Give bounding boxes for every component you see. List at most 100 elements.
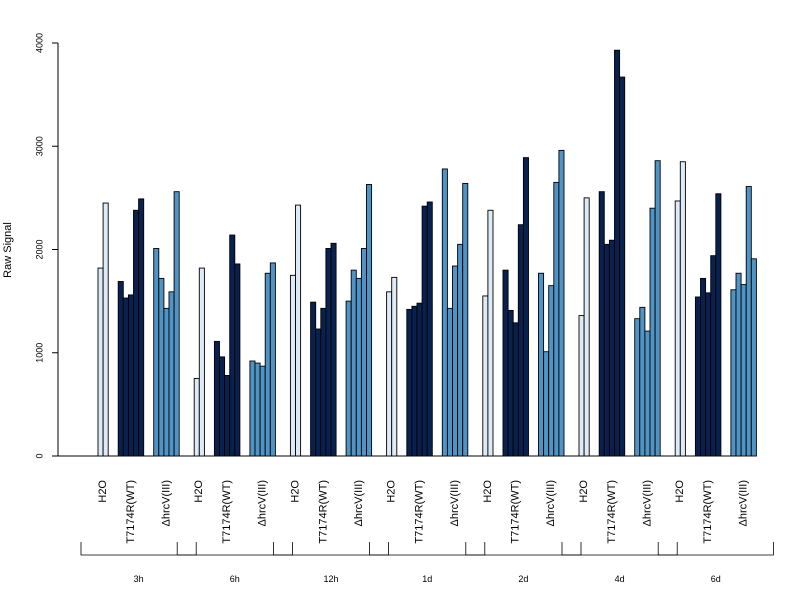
bar: [168, 291, 175, 457]
bar: [315, 328, 322, 457]
bar: [173, 191, 180, 457]
bar: [416, 302, 423, 457]
category-label: T7174R(WT): [606, 480, 618, 544]
bar: [522, 157, 529, 457]
bar: [710, 255, 717, 457]
timepoint-bracket: [465, 542, 582, 556]
y-ticks: 0 1000 2000 3000 4000: [34, 33, 58, 459]
bar: [138, 198, 145, 457]
bar: [127, 294, 134, 457]
category-label: T7174R(WT): [125, 480, 137, 544]
bar: [421, 205, 428, 457]
timepoint-label: 6d: [711, 574, 721, 584]
bar: [391, 276, 398, 457]
timepoint-bracket: [176, 542, 293, 556]
bar: [345, 300, 352, 457]
category-label: T7174R(WT): [702, 480, 714, 544]
bar: [538, 272, 545, 457]
y-tick-label: 4000: [34, 33, 44, 53]
bar: [102, 202, 109, 457]
bar: [507, 309, 514, 457]
bar: [745, 186, 752, 457]
bar: [426, 201, 433, 457]
bar: [705, 292, 712, 457]
y-tick-label: 1000: [34, 343, 44, 363]
bar: [310, 301, 317, 457]
category-label: T7174R(WT): [510, 480, 522, 544]
bar: [446, 307, 453, 457]
bar: [700, 277, 707, 457]
category-label: H2O: [578, 480, 590, 503]
bar: [153, 248, 160, 457]
bar: [598, 191, 605, 457]
category-label: ΔhrcV(III): [353, 480, 365, 526]
bar: [320, 307, 327, 457]
category-labels: H2O T7174R(WT) ΔhrcV(III) H2O T7174R(WT) Δhrc…: [97, 480, 750, 544]
bar: [330, 242, 337, 457]
bar: [654, 160, 661, 457]
category-label: H2O: [482, 480, 494, 503]
bar: [219, 356, 226, 457]
bar: [133, 209, 140, 457]
timepoint-bracket: [369, 542, 486, 556]
bar: [249, 360, 256, 457]
y-tick-label: 0: [34, 453, 44, 458]
bar: [715, 193, 722, 457]
timepoint-bracket: [561, 542, 678, 556]
bar: [543, 351, 550, 457]
category-label: ΔhrcV(III): [641, 480, 653, 526]
timepoint-label: 4d: [615, 574, 625, 584]
bar: [122, 297, 129, 457]
bar: [457, 243, 464, 457]
bar: [366, 184, 373, 457]
bar: [740, 284, 747, 457]
bar: [441, 168, 448, 457]
bar: [350, 269, 357, 457]
bar: [750, 258, 757, 457]
timepoint-brackets: 3h 6h 12h 1d 2d 4d 6d: [80, 542, 774, 584]
bars: [97, 49, 757, 457]
bar: [360, 248, 367, 457]
category-label: ΔhrcV(III): [738, 480, 750, 526]
bar: [295, 204, 302, 457]
bar: [229, 234, 236, 457]
timepoint-label: 6h: [230, 574, 240, 584]
bar: [558, 149, 565, 457]
y-tick-label: 2000: [34, 239, 44, 259]
bar: [406, 308, 413, 457]
bar: [548, 285, 555, 457]
timepoint-bracket: [657, 542, 774, 556]
bar: [735, 272, 742, 457]
category-label: ΔhrcV(III): [545, 480, 557, 526]
bar: [517, 224, 524, 457]
bar: [452, 265, 459, 457]
bar: [679, 161, 686, 457]
bar: [619, 76, 626, 457]
y-tick-label: 3000: [34, 136, 44, 156]
bar: [117, 281, 124, 457]
category-label: H2O: [193, 480, 205, 503]
bar: [583, 197, 590, 457]
bar: [213, 340, 220, 457]
timepoint-label: 1d: [422, 574, 432, 584]
timepoint-label: 12h: [323, 574, 338, 584]
category-label: T7174R(WT): [221, 480, 233, 544]
bar: [269, 262, 276, 457]
y-axis-label: Raw Signal: [2, 222, 14, 278]
bar: [502, 269, 509, 457]
timepoint-bracket: [273, 542, 389, 556]
bar: [289, 274, 296, 457]
bar: [608, 239, 615, 457]
bar: [674, 200, 681, 457]
bar: [639, 306, 646, 457]
bar: [649, 207, 656, 457]
bar: [644, 330, 651, 457]
bar: [730, 289, 737, 457]
bar: [264, 272, 271, 457]
bar: [411, 305, 418, 457]
category-label: H2O: [289, 480, 301, 503]
category-label: H2O: [674, 480, 686, 503]
bar: [254, 362, 261, 457]
bar: [224, 375, 231, 457]
bar: [193, 378, 200, 457]
